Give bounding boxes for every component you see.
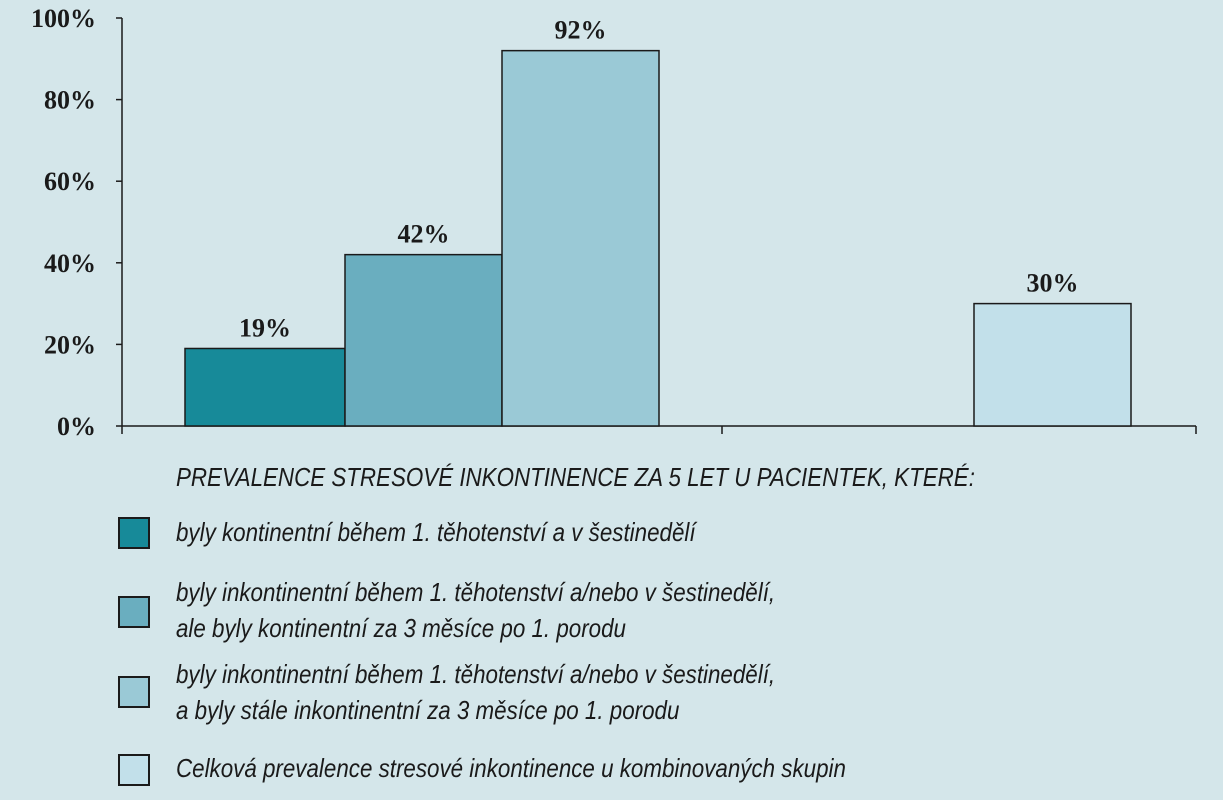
legend-line: Celková prevalence stresové inkontinence… <box>176 753 846 783</box>
bar-incontinent-recovered <box>344 253 503 427</box>
data-label: 42% <box>398 220 450 249</box>
data-label: 30% <box>1027 269 1079 298</box>
legend-line: byly inkontinentní během 1. těhotenství … <box>176 659 776 689</box>
bar-combined <box>973 302 1132 427</box>
legend-swatch <box>118 676 150 708</box>
legend-line: ale byly kontinentní za 3 měsíce po 1. p… <box>176 613 626 643</box>
legend-text: byly kontinentní během 1. těhotenství a … <box>176 514 696 550</box>
y-tick-label: 80% <box>44 86 96 115</box>
legend-text: byly inkontinentní během 1. těhotenství … <box>176 656 775 728</box>
chart-data-labels: 19% 42% 92% 30% <box>239 16 1079 343</box>
y-tick-label: 60% <box>44 167 96 196</box>
y-tick-label: 20% <box>44 330 96 359</box>
y-tick-label: 40% <box>44 249 96 278</box>
bar-chart: 0% 20% 40% 60% 80% 100% 19% 42% 92% 30% <box>31 4 1197 441</box>
y-tick-label: 100% <box>31 4 96 33</box>
legend-line: a byly stále inkontinentní za 3 měsíce p… <box>176 695 680 725</box>
data-label: 19% <box>239 313 291 342</box>
legend-swatch <box>118 596 150 628</box>
data-label: 92% <box>555 16 607 45</box>
bar-incontinent-persistent <box>501 49 660 427</box>
bar-continent <box>184 347 346 427</box>
legend-swatch <box>118 754 150 786</box>
legend-text: byly inkontinentní během 1. těhotenství … <box>176 574 775 646</box>
legend-line: byly kontinentní během 1. těhotenství a … <box>176 517 696 547</box>
y-tick-label: 0% <box>57 412 96 441</box>
legend-text: Celková prevalence stresové inkontinence… <box>176 750 846 786</box>
legend-swatch <box>118 517 150 549</box>
chart-bars <box>184 49 1132 427</box>
legend-title: PREVALENCE STRESOVÉ INKONTINENCE ZA 5 LE… <box>176 462 975 492</box>
legend-line: byly inkontinentní během 1. těhotenství … <box>176 577 776 607</box>
